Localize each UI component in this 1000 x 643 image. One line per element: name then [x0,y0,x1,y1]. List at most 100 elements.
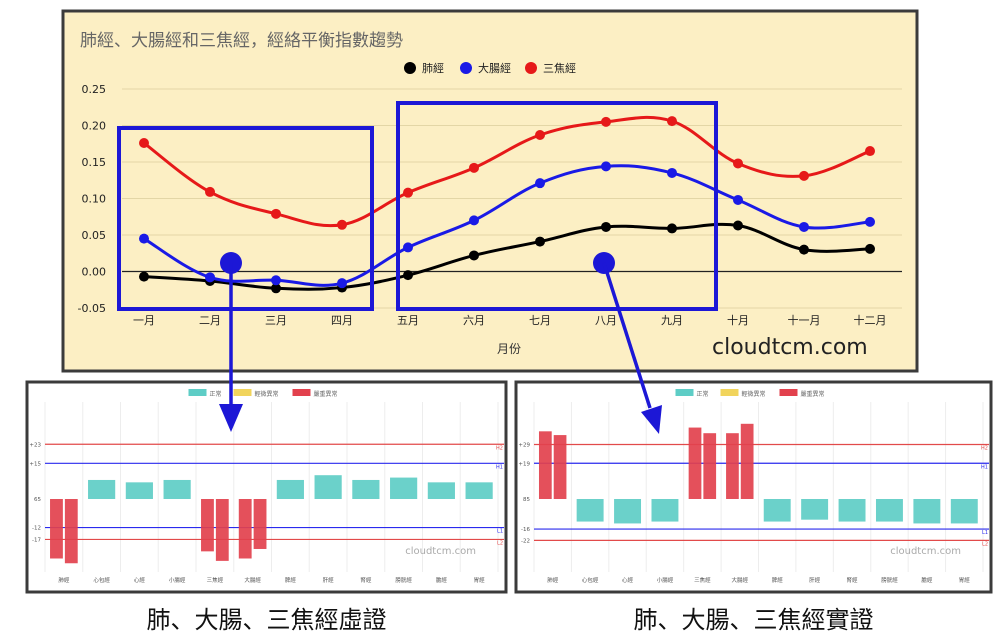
bar [553,435,567,499]
bar [427,482,455,499]
legend-swatch [779,389,798,396]
legend-swatch [675,389,694,396]
y-tick-label: 0.05 [82,229,107,242]
data-point [535,178,545,189]
legend-swatch [233,389,252,396]
bar [950,499,978,524]
reference-label: -12 [32,526,41,532]
caption-deficiency: 肺、大腸、三焦經虛證 [146,606,387,634]
reference-label: +29 [518,442,530,448]
bar [538,431,552,499]
bar-category-label: 胃經 [474,576,486,584]
legend-label: 輕微異常 [742,390,766,398]
bar-category-label: 腎經 [360,576,372,584]
series-line [143,222,871,291]
reference-tag: L1 [982,530,988,536]
series-lines [139,115,875,294]
bar [276,479,304,499]
x-tick-label: 十二月 [854,313,887,327]
data-point [667,167,677,178]
bar-category-label: 心包經 [93,576,110,584]
data-point [403,270,413,281]
excess-bar-chart: 正常 輕微異常 嚴重異常 85 +29 H2 +19 H1 -16 L1 -22 L2 肺經 心包經 心經 小… [514,380,993,594]
bar-category-label: 三焦經 [207,576,224,584]
reference-tag: L2 [497,540,503,546]
data-point [799,221,809,232]
data-point [139,138,149,149]
reference-tag: H1 [496,464,503,470]
chart-title: 肺經、大腸經和三焦經，經絡平衡指數趨勢 [80,31,403,51]
data-point [865,146,875,157]
bar [201,499,214,552]
bar [390,477,418,499]
arrowhead-right [641,405,662,434]
baseline-label: 85 [523,497,530,503]
bar [838,499,866,522]
data-point [733,220,743,231]
bar-category-label: 膀胱經 [881,576,898,584]
data-point [667,116,677,127]
y-tick-label: 0.15 [82,156,107,169]
x-tick-label: 十月 [727,313,749,327]
bar [50,499,63,559]
reference-label: -16 [521,527,530,533]
x-tick-label: 九月 [661,314,683,327]
bar-category-label: 脾經 [772,576,784,584]
legend-swatch [720,389,739,396]
legend-marker [460,62,472,74]
bar [763,499,791,522]
reference-tag: H2 [496,445,503,451]
bar-category-label: 肺經 [547,576,559,584]
bar-category-label: 小腸經 [657,576,674,584]
x-tick-label: 四月 [331,314,353,327]
watermark-main: cloudtcm.com [712,335,868,360]
bar-category-label: 膽經 [436,576,448,584]
data-point [469,162,479,173]
reference-tag: L1 [497,529,503,535]
reference-label: +23 [29,442,41,448]
data-point [271,208,281,219]
data-point [535,236,545,247]
reference-label: -17 [32,537,41,543]
legend-swatch [188,389,207,396]
data-point [469,215,479,226]
legend-label: 正常 [210,390,222,398]
data-point [601,116,611,127]
legend-label: 輕微異常 [255,390,279,398]
y-tick-label: 0.25 [82,83,107,96]
watermark: cloudtcm.com [890,546,961,557]
data-point [799,244,809,255]
data-point [733,194,743,205]
callout-arrow-right [593,252,662,434]
bar [215,499,229,561]
bar-category-label: 膀胱經 [395,576,412,584]
callout-box-right [396,101,718,311]
x-axis: 一月 二月 三月 四月 五月 六月 七月 八月 九月 十月 十一月 十二月 [133,313,887,327]
legend-label: 肺經 [422,61,444,75]
bar [465,482,493,499]
bar-category-label: 腎經 [847,576,859,584]
data-point [733,158,743,169]
watermark: cloudtcm.com [405,546,476,557]
main-legend: 肺經 大腸經 三焦經 [404,61,576,75]
bar [703,433,717,499]
bar [801,499,829,520]
bar-category-label: 肝經 [323,576,335,584]
data-point [337,219,347,230]
deficiency-bar-chart: 正常 輕微異常 嚴重異常 65 +23 H2 +15 H1 -12 L1 -17 L2 肺經 心包經 心經 小… [25,380,508,594]
reference-tag: L2 [982,541,988,547]
y-tick-label: 0.10 [82,193,107,206]
reference-label: -22 [521,538,530,544]
bar [88,479,116,499]
legend-label: 大腸經 [478,61,511,75]
baseline-label: 65 [34,497,41,503]
bar [238,499,252,559]
bar [875,499,903,522]
bar [253,499,267,549]
data-point [139,233,149,244]
bar [64,499,78,564]
data-point [535,129,545,140]
bar-category-label: 膽經 [921,576,933,584]
bar-category-label: 心包經 [582,576,599,584]
